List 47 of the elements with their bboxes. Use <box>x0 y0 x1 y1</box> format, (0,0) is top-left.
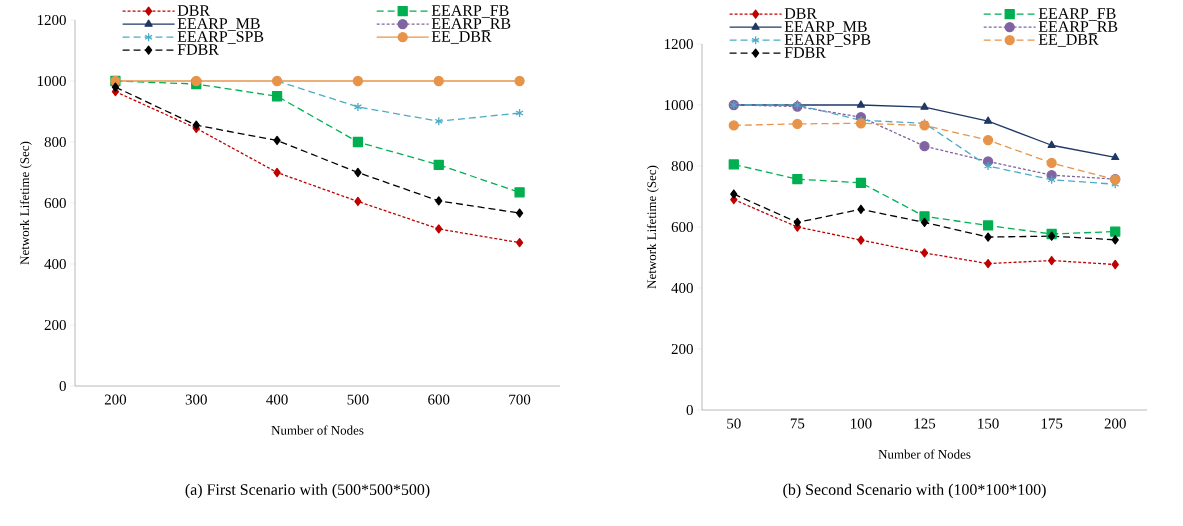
x-tick-label: 150 <box>978 418 999 429</box>
legend-label: EE_DBR <box>431 31 492 44</box>
y-tick-label: 1000 <box>664 99 693 111</box>
legend-label: EEARP_RB <box>1038 21 1118 34</box>
y-tick-label: 200 <box>671 343 693 355</box>
legend-label: EEARP_SPB <box>177 31 264 44</box>
legend-label: EEARP_FB <box>1038 8 1116 21</box>
legend-label: EEARP_SPB <box>784 34 871 47</box>
x-tick-label: 200 <box>1104 418 1126 429</box>
legend-label: EEARP_RB <box>431 18 511 31</box>
x-tick-label: 50 <box>727 418 741 429</box>
legend-label: FDBR <box>177 44 219 55</box>
x-tick-label: 400 <box>266 394 288 405</box>
x-tick-label: 700 <box>509 394 531 405</box>
text: (a) First Scenario with (500*500*500) <box>185 483 430 499</box>
y-tick-label: 800 <box>671 160 693 172</box>
y-tick-label: 200 <box>44 319 66 331</box>
text: (b) Second Scenario with (100*100*100) <box>783 483 1046 499</box>
x-tick-label: 200 <box>104 394 127 405</box>
y-axis-title: Network Lifetime (Sec) <box>19 141 32 265</box>
legend-label: EEARP_MB <box>784 21 867 34</box>
y-tick-label: 400 <box>671 282 693 294</box>
y-tick-label: 1000 <box>37 75 66 87</box>
x-tick-label: 175 <box>1041 418 1063 429</box>
legend-label: FDBR <box>784 47 826 58</box>
y-tick-label: 800 <box>44 136 66 148</box>
legend-label: EEARP_MB <box>177 18 260 31</box>
x-tick-label: 125 <box>914 418 936 429</box>
legend-label: EE_DBR <box>1038 34 1099 47</box>
y-tick-label: 0 <box>686 404 693 416</box>
y-axis-title: Network Lifetime (Sec) <box>646 165 659 289</box>
y-tick-label: 400 <box>44 258 66 270</box>
x-tick-label: 75 <box>790 418 805 429</box>
y-tick-label: 0 <box>59 380 66 392</box>
x-tick-label: 300 <box>185 394 207 405</box>
legend-label: EEARP_FB <box>431 5 509 18</box>
y-tick-label: 600 <box>44 197 66 209</box>
legend-label: DBR <box>784 8 817 19</box>
legend-label: DBR <box>177 5 210 16</box>
x-axis-title: Number of Nodes <box>878 449 971 459</box>
x-axis-title: Number of Nodes <box>271 425 364 435</box>
x-tick-label: 100 <box>851 418 872 429</box>
x-tick-label: 600 <box>428 394 450 405</box>
x-tick-label: 500 <box>347 394 369 405</box>
y-tick-label: 600 <box>671 221 693 233</box>
y-tick-label: 1200 <box>37 14 66 26</box>
y-tick-label: 1200 <box>664 38 693 50</box>
